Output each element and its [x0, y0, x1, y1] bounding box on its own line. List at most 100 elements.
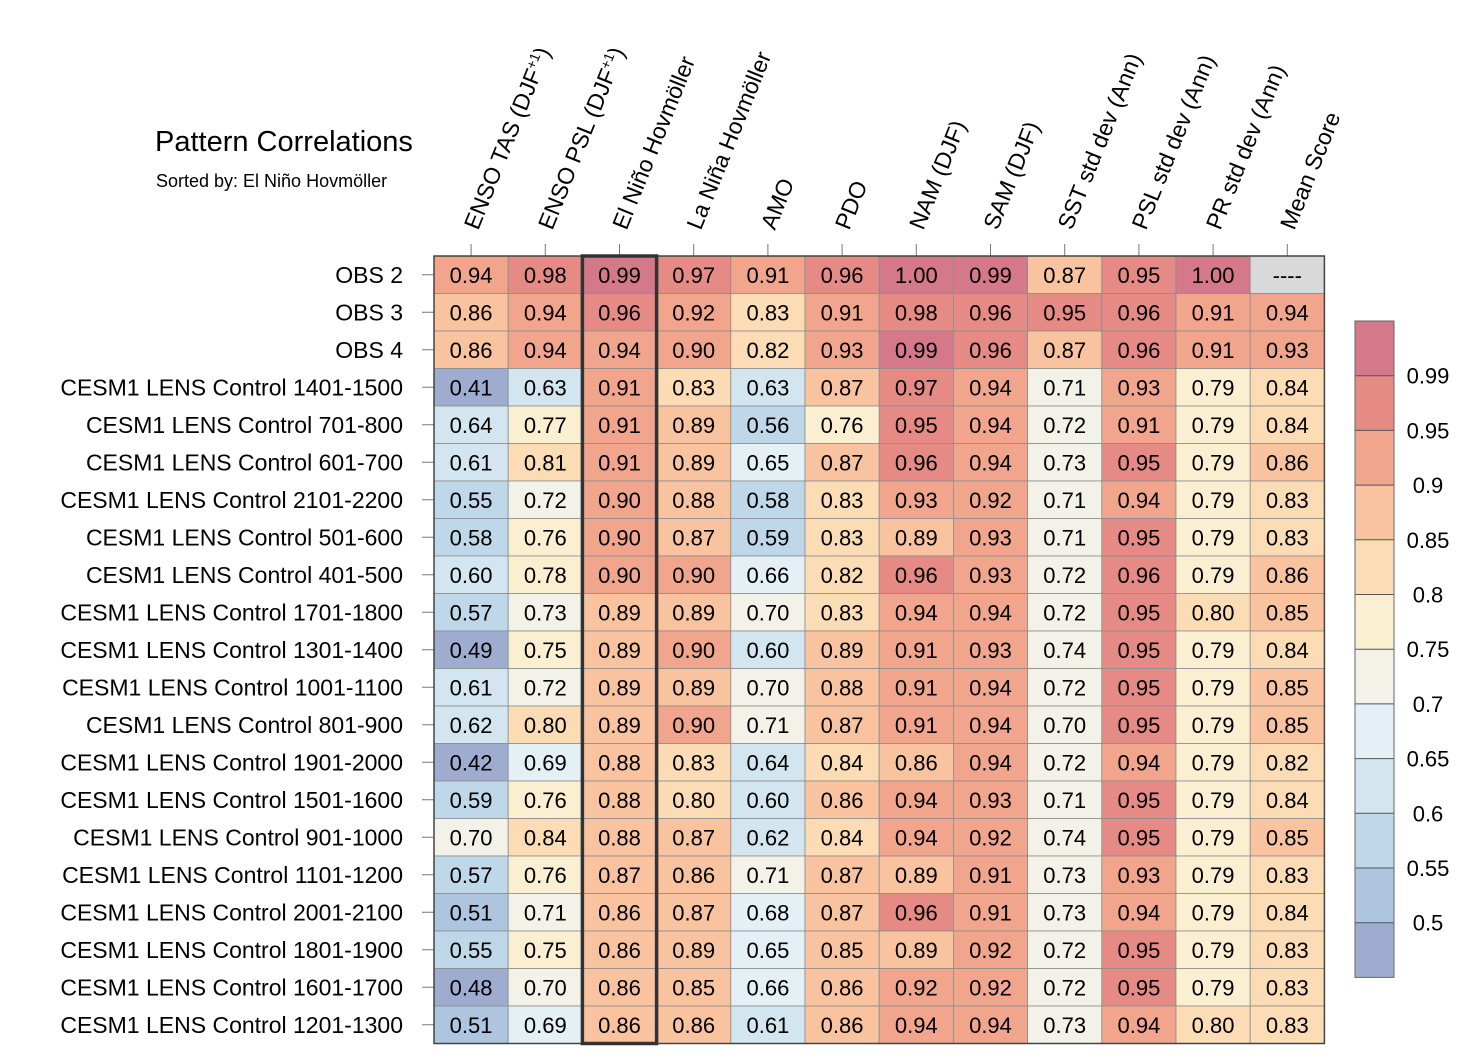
- heatmap-cell: [1101, 1005, 1177, 1044]
- colorbar-segment: [1355, 758, 1394, 814]
- cell-value-label: 0.76: [821, 413, 864, 438]
- chart-title: Pattern Correlations: [155, 126, 413, 158]
- cell-value-label: 0.93: [969, 788, 1012, 813]
- cell-value-label: 0.92: [969, 825, 1012, 850]
- column-label: SST std dev (Ann): [1052, 49, 1146, 233]
- heatmap-cell: [804, 368, 880, 407]
- heatmap-cell: [582, 518, 658, 557]
- heatmap-cell: [878, 743, 954, 782]
- row-label: CESM1 LENS Control 2001-2100: [60, 899, 403, 925]
- cell-value-label: 0.94: [969, 375, 1012, 400]
- heatmap-cell: [433, 293, 509, 332]
- cell-value-label: 0.86: [1266, 563, 1309, 588]
- heatmap-cell: [804, 405, 880, 444]
- colorbar-tick-label: 0.7: [1413, 692, 1444, 717]
- cell-value-label: 0.70: [450, 825, 493, 850]
- heatmap-cell: [1101, 368, 1177, 407]
- row-label: CESM1 LENS Control 1401-1500: [60, 374, 403, 400]
- heatmap-cell: [1101, 668, 1177, 707]
- heatmap-cell: [804, 968, 880, 1007]
- heatmap-cell: [656, 555, 732, 594]
- cell-value-label: 0.93: [1266, 338, 1309, 363]
- cell-value-label: 0.99: [969, 263, 1012, 288]
- heatmap-cell: [1249, 1005, 1325, 1044]
- cell-value-label: 0.76: [524, 525, 567, 550]
- heatmap-cell: [1175, 780, 1251, 819]
- cell-value-label: 0.41: [450, 375, 493, 400]
- cell-value-label: 0.98: [895, 300, 938, 325]
- heatmap-cell: [953, 968, 1029, 1007]
- cell-value-label: 0.89: [895, 938, 938, 963]
- heatmap-cell: [433, 593, 509, 632]
- cell-value-label: 0.87: [1043, 338, 1086, 363]
- cell-value-label: 0.86: [821, 975, 864, 1000]
- column-label: SAM (DJF): [978, 118, 1045, 233]
- heatmap-cell: [656, 1005, 732, 1044]
- cell-value-label: 0.94: [450, 263, 493, 288]
- colorbar-segment: [1355, 813, 1394, 868]
- cell-value-label: 0.79: [1192, 413, 1235, 438]
- cell-value-label: 0.88: [598, 750, 641, 775]
- colorbar-segment: [1355, 868, 1394, 923]
- cell-value-label: 0.65: [746, 450, 789, 475]
- heatmap-cell: [953, 293, 1029, 332]
- heatmap-cell: [1175, 255, 1251, 294]
- colorbar-segment: [1355, 539, 1394, 595]
- cell-value-label: 0.79: [1192, 938, 1235, 963]
- heatmap-cell: [1101, 405, 1177, 444]
- cell-value-label: 0.85: [672, 975, 715, 1000]
- heatmap-cell: [730, 930, 806, 969]
- cell-value-label: 0.96: [1117, 563, 1160, 588]
- cell-value-label: 0.55: [450, 488, 493, 513]
- cell-value-label: 0.96: [1117, 300, 1160, 325]
- heatmap-cell: [1101, 330, 1177, 369]
- row-label: OBS 3: [335, 299, 403, 325]
- cell-value-label: 0.88: [821, 675, 864, 700]
- cell-value-label: 0.87: [821, 713, 864, 738]
- cell-value-label: 0.62: [746, 825, 789, 850]
- cell-value-label: 0.49: [450, 638, 493, 663]
- heatmap-cell: [582, 630, 658, 669]
- cell-value-label: 0.61: [450, 675, 493, 700]
- cell-value-label: 0.89: [672, 938, 715, 963]
- heatmap-cell: [1249, 518, 1325, 557]
- heatmap-cell: [1249, 705, 1325, 744]
- heatmap-cell: [1249, 930, 1325, 969]
- colorbar-segment: [1355, 485, 1394, 540]
- heatmap-cell: [1175, 480, 1251, 519]
- cell-value-label: 0.96: [598, 300, 641, 325]
- heatmap-cell: [433, 743, 509, 782]
- cell-value-label: 0.86: [672, 863, 715, 888]
- cell-value-label: 0.83: [1266, 525, 1309, 550]
- heatmap-cell: [1101, 255, 1177, 294]
- cell-value-label: 0.85: [1266, 675, 1309, 700]
- heatmap-cell: [878, 968, 954, 1007]
- cell-value-label: 0.88: [598, 825, 641, 850]
- heatmap-cell: [507, 818, 583, 857]
- column-label: PR std dev (Ann): [1201, 61, 1291, 233]
- heatmap-cell: [953, 518, 1029, 557]
- cell-value-label: 0.60: [450, 563, 493, 588]
- heatmap-cell: [730, 893, 806, 932]
- heatmap-cell: [656, 443, 732, 482]
- cell-value-label: 0.57: [450, 863, 493, 888]
- cell-value-label: 0.90: [598, 525, 641, 550]
- heatmap-cell: [582, 330, 658, 369]
- cell-value-label: 0.88: [672, 488, 715, 513]
- heatmap-cell: [878, 855, 954, 894]
- colorbar-segment: [1355, 594, 1394, 650]
- cell-value-label: 0.93: [969, 638, 1012, 663]
- cell-value-label: 0.87: [672, 825, 715, 850]
- cell-value-label: 0.96: [969, 338, 1012, 363]
- heatmap-cell: [878, 780, 954, 819]
- heatmap-cell: [1175, 968, 1251, 1007]
- heatmap-cell: [804, 818, 880, 857]
- cell-value-label: 0.79: [1192, 825, 1235, 850]
- heatmap-cell: [582, 1005, 658, 1044]
- row-label: CESM1 LENS Control 1601-1700: [60, 974, 403, 1000]
- cell-value-label: 1.00: [1192, 263, 1235, 288]
- heatmap-cell: [656, 818, 732, 857]
- cell-value-label: 0.60: [746, 788, 789, 813]
- cell-value-label: 0.95: [1117, 675, 1160, 700]
- cell-value-label: 0.86: [821, 1013, 864, 1038]
